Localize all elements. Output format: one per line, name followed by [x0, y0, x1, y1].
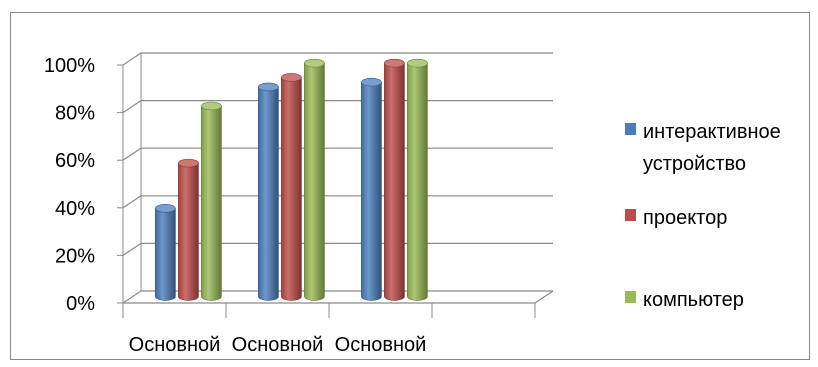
gridline-side	[122, 195, 142, 209]
bar-1-1	[155, 204, 176, 301]
legend-swatch	[625, 123, 636, 135]
gridline-side	[122, 290, 142, 304]
bar-2-3	[304, 58, 325, 301]
bar-1-2	[178, 158, 199, 301]
gridline-side	[122, 100, 142, 114]
y-tick-label: 100%	[44, 55, 95, 77]
floor-edge-right	[534, 290, 554, 304]
legend-label: проектор	[643, 207, 727, 229]
y-tick-label: 20%	[55, 245, 95, 267]
legend-label: устройство	[643, 153, 746, 175]
legend-label: интерактивное	[643, 121, 781, 143]
x-tick-label: Основной	[129, 334, 221, 356]
legend-item: проектор	[625, 207, 727, 229]
x-tick-label: Основной	[335, 334, 427, 356]
axes	[117, 64, 554, 318]
legend-item: компьютер	[625, 289, 744, 311]
bars	[155, 58, 428, 301]
y-tick-label: 80%	[55, 103, 95, 125]
bar-3-1	[361, 77, 382, 301]
y-tick-label: 0%	[66, 293, 95, 315]
x-tick-label: Основной	[232, 334, 324, 356]
bar-2-1	[258, 82, 279, 301]
legend-label: компьютер	[643, 289, 744, 311]
bar-3-2	[384, 58, 405, 301]
legend-swatch	[625, 291, 636, 303]
legend: интерактивное устройство проектор компьютер	[625, 121, 781, 311]
bar-3-3	[407, 58, 428, 301]
gridline-side	[122, 52, 142, 66]
bar-1-3	[201, 101, 222, 301]
y-tick-label: 40%	[55, 198, 95, 220]
tick-labels: 0% 20% 40% 60% 80% 100% Основной Основной Основн…	[44, 55, 427, 356]
gridline-side	[122, 147, 142, 161]
bar-2-2	[281, 73, 302, 301]
legend-item: интерактивное устройство	[625, 121, 781, 175]
legend-swatch	[625, 209, 636, 221]
gridline-side	[122, 242, 142, 256]
y-tick-label: 60%	[55, 150, 95, 172]
